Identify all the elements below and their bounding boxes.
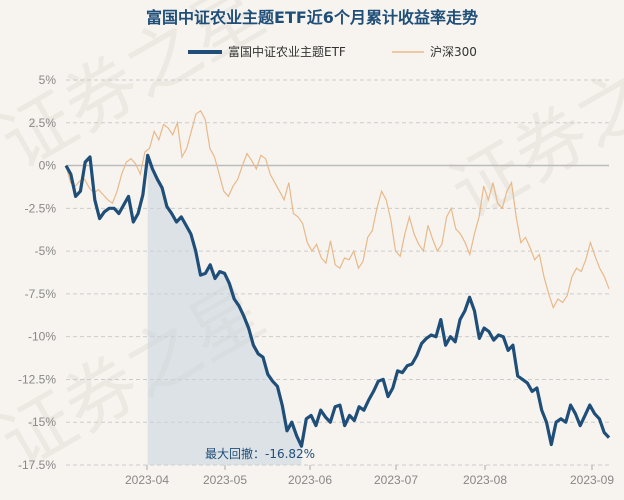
- series-line-etf: [64, 153, 611, 448]
- y-tick-label: 0%: [39, 159, 57, 173]
- legend-label-etf: 富国中证农业主题ETF: [228, 44, 346, 59]
- max-drawdown-area: [147, 155, 302, 466]
- x-tick-label: 2023-07: [374, 473, 418, 487]
- y-tick-label: -12.5%: [18, 372, 56, 386]
- x-tick-label: 2023-09: [570, 473, 614, 487]
- watermark: 证券之星 证券之星 证券之星: [0, 0, 624, 485]
- legend: 富国中证农业主题ETF 沪深300: [188, 44, 477, 59]
- y-tick-label: -15%: [28, 415, 56, 429]
- y-tick-label: -5%: [35, 244, 57, 258]
- y-tick-label: -2.5%: [25, 201, 57, 215]
- y-axis: 5% 2.5% 0% -2.5% -5% -7.5% -10% -12.5% -15% -17.5…: [18, 73, 56, 472]
- y-tick-label: -10%: [28, 330, 56, 344]
- y-tick-label: -7.5%: [25, 287, 57, 301]
- series-line-hs300: [65, 109, 610, 310]
- y-tick-label: 2.5%: [29, 116, 57, 130]
- max-drawdown-label: 最大回撤：-16.82%: [205, 446, 315, 461]
- svg-text:证券之星: 证券之星: [0, 0, 278, 185]
- y-tick-label: 5%: [39, 73, 57, 87]
- x-axis: 2023-04 2023-05 2023-06 2023-07 2023-08 2023-…: [125, 465, 614, 487]
- x-tick-label: 2023-04: [125, 473, 169, 487]
- chart-title: 富国中证农业主题ETF近6个月累计收益率走势: [146, 8, 478, 27]
- x-tick-label: 2023-06: [288, 473, 332, 487]
- x-tick-label: 2023-08: [463, 473, 507, 487]
- y-tick-label: -17.5%: [18, 458, 56, 472]
- legend-label-hs300: 沪深300: [430, 45, 477, 59]
- x-tick-label: 2023-05: [203, 473, 247, 487]
- grid: [66, 79, 609, 466]
